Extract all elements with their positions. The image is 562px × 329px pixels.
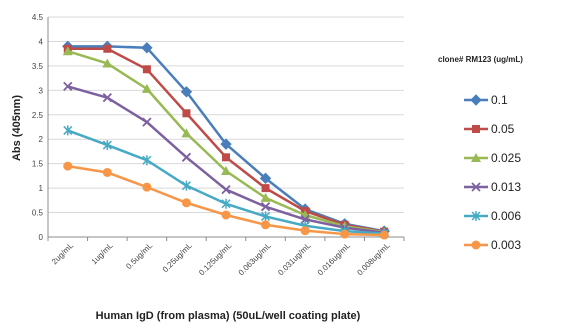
legend-label: 0.1: [491, 93, 508, 107]
data-point-circle: [103, 168, 112, 177]
data-point-circle: [222, 211, 231, 220]
data-point-circle: [182, 198, 191, 207]
y-tick-label: 3.5: [32, 62, 44, 71]
data-point-circle: [380, 231, 389, 240]
legend-label: 0.003: [491, 238, 521, 252]
data-point-square: [262, 184, 270, 192]
data-point-square: [143, 65, 151, 73]
y-tick-label: 2: [39, 135, 44, 144]
data-point-square: [182, 109, 190, 117]
y-tick-label: 2.5: [32, 111, 44, 120]
y-tick-label: 3: [39, 86, 44, 95]
y-tick-label: 0: [39, 233, 44, 242]
legend-title: clone# RM123 (ug/mL): [438, 55, 523, 64]
legend-label: 0.006: [491, 209, 521, 223]
legend-label: 0.05: [491, 122, 515, 136]
data-point-square: [103, 45, 111, 53]
data-point-circle: [301, 226, 310, 235]
data-point-circle: [261, 220, 270, 229]
data-point-circle: [142, 183, 151, 192]
data-point-circle: [472, 241, 481, 250]
legend-label: 0.013: [491, 180, 521, 194]
data-point-square: [222, 153, 230, 161]
y-tick-label: 1: [39, 184, 44, 193]
y-tick-label: 4: [39, 37, 44, 46]
y-tick-label: 0.5: [32, 209, 44, 218]
y-tick-label: 1.5: [32, 160, 44, 169]
data-point-circle: [63, 162, 72, 171]
legend-label: 0.025: [491, 151, 521, 165]
x-axis-title: Human IgD (from plasma) (50uL/well coati…: [96, 310, 361, 322]
y-tick-label: 4.5: [32, 13, 44, 22]
y-axis-title: Abs (405nm): [11, 95, 23, 161]
data-point-circle: [340, 230, 349, 239]
data-point-square: [472, 125, 480, 133]
